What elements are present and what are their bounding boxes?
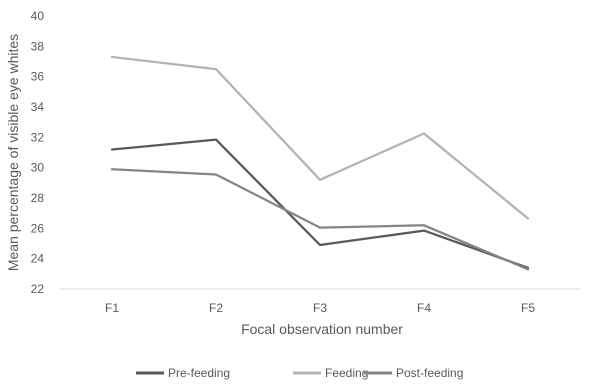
legend-label: Feeding [325, 366, 368, 380]
legend-item: Post-feeding [364, 366, 463, 380]
legend: Pre-feeding Feeding Post-feeding [136, 366, 463, 380]
legend-label: Pre-feeding [168, 366, 230, 380]
x-axis-title: Focal observation number [241, 321, 403, 337]
y-tick-label: 32 [31, 130, 45, 144]
x-tick-label: F3 [313, 301, 327, 315]
y-tick-label: 24 [31, 252, 45, 266]
series-lines [110, 55, 530, 271]
legend-label: Post-feeding [396, 366, 463, 380]
y-tick-label: 38 [31, 39, 45, 53]
x-tick-label: F5 [521, 301, 535, 315]
y-tick-label: 28 [31, 191, 45, 205]
y-axis-title: Mean percentage of visible eye whites [5, 34, 21, 271]
y-tick-label: 30 [31, 161, 45, 175]
series-line-post-feeding [110, 168, 530, 271]
series-line-pre-feeding [110, 138, 530, 269]
legend-item: Pre-feeding [136, 366, 230, 380]
x-axis-ticks: F1 F2 F3 F4 F5 [105, 301, 535, 315]
series-line-feeding [110, 55, 530, 220]
y-tick-label: 34 [31, 100, 45, 114]
y-axis-ticks: 22 24 26 28 30 32 34 36 38 40 [31, 9, 45, 296]
y-tick-label: 40 [31, 9, 45, 23]
y-tick-label: 26 [31, 221, 45, 235]
y-tick-label: 22 [31, 282, 45, 296]
y-tick-label: 36 [31, 70, 45, 84]
legend-item: Feeding [293, 366, 368, 380]
x-tick-label: F2 [209, 301, 223, 315]
x-tick-label: F4 [417, 301, 431, 315]
x-tick-label: F1 [105, 301, 119, 315]
